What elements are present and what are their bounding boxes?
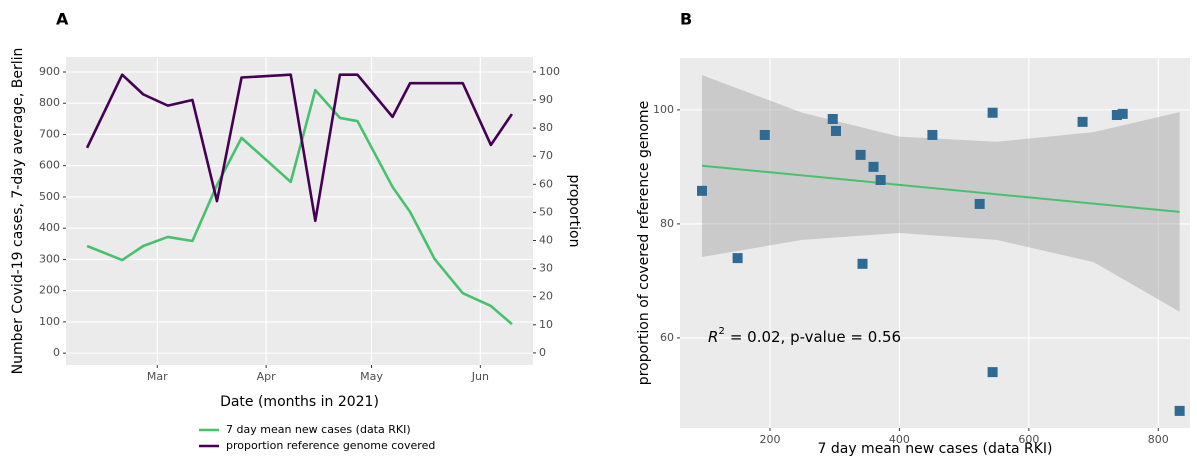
x-tick-label: Mar (147, 370, 168, 383)
legend-label: 7 day mean new cases (data RKI) (226, 423, 411, 436)
y2-tick-label: 40 (539, 234, 553, 247)
point (1077, 116, 1088, 127)
x-tick-label: Apr (257, 370, 277, 383)
point (974, 198, 985, 209)
plot-background (66, 57, 533, 365)
y-tick-label: 60 (660, 331, 674, 344)
x-tick-label: May (360, 370, 383, 383)
y2-tick-label: 20 (539, 290, 553, 303)
y-tick-label: 100 (39, 315, 60, 328)
y-tick-label: 100 (653, 103, 674, 116)
point (759, 129, 770, 140)
point (697, 185, 708, 196)
y-tick-label: 900 (39, 65, 60, 78)
point (827, 114, 838, 125)
point (1174, 405, 1185, 416)
fit-line (701, 164, 1180, 213)
point (855, 149, 866, 160)
legend-label: proportion reference genome covered (226, 439, 435, 452)
point (868, 161, 879, 172)
x-tick-label: 600 (1018, 433, 1039, 446)
x-axis-title: 7 day mean new cases (data RKI) (818, 441, 1053, 456)
y-tick-label: 400 (39, 221, 60, 234)
point (830, 125, 841, 136)
line-series (85, 73, 514, 223)
x-axis-title: Date (months in 2021) (220, 394, 379, 410)
annotation-text: = 0.02, p-value = 0.56 (730, 328, 901, 346)
y2-tick-label: 100 (539, 65, 560, 78)
point (927, 129, 938, 140)
plot-background (680, 58, 1190, 428)
y2-tick-label: 30 (539, 262, 553, 275)
panel-label: B (680, 10, 692, 29)
y2-tick-label: 70 (539, 149, 553, 162)
y-axis-title: proportion of covered reference genome (636, 101, 652, 385)
x-tick-label: 400 (889, 433, 910, 446)
y2-tick-label: 90 (539, 93, 553, 106)
point (1117, 108, 1128, 119)
confidence-band (702, 75, 1180, 312)
y-tick-label: 0 (53, 346, 60, 359)
point (732, 253, 743, 264)
y-tick-label: 80 (660, 217, 674, 230)
y2-tick-label: 50 (539, 205, 553, 218)
y-tick-label: 200 (39, 284, 60, 297)
x-tick-label: 200 (759, 433, 780, 446)
point (987, 107, 998, 118)
point (1111, 110, 1122, 121)
point (875, 175, 886, 186)
y2-tick-label: 0 (539, 346, 546, 359)
point (987, 367, 998, 378)
y2-tick-label: 80 (539, 121, 553, 134)
y2-tick-label: 10 (539, 318, 553, 331)
y-tick-label: 700 (39, 127, 60, 140)
x-tick-label: 800 (1148, 433, 1169, 446)
y-axis-title: Number Covid-19 cases, 7-day average, Be… (10, 48, 26, 375)
annotation: R2 = 0.02, p-value = 0.56 (708, 326, 901, 346)
annotation-exponent: 2 (718, 326, 724, 337)
x-tick-label: Jun (471, 370, 489, 383)
annotation-symbol: R (708, 328, 718, 346)
y2-tick-label: 60 (539, 177, 553, 190)
y-tick-label: 500 (39, 190, 60, 203)
y2-axis-title: proportion (566, 175, 582, 248)
y-tick-label: 600 (39, 159, 60, 172)
y-tick-label: 300 (39, 252, 60, 265)
y-tick-label: 800 (39, 96, 60, 109)
panel-label: A (56, 10, 69, 29)
line-series (86, 88, 513, 326)
point (857, 258, 868, 269)
